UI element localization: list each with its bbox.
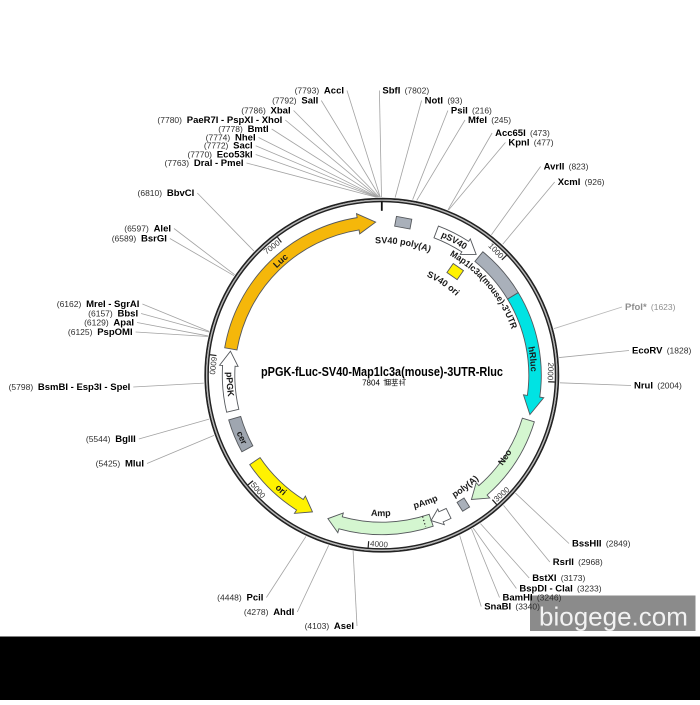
svg-text:7804: 7804 — [362, 379, 380, 388]
svg-text:EcoRV (1828): EcoRV (1828) — [632, 346, 691, 357]
svg-text:AvrII (823): AvrII (823) — [544, 162, 589, 173]
svg-text:(4448) PciI: (4448) PciI — [217, 593, 263, 604]
svg-text:SbfI (7802): SbfI (7802) — [382, 86, 429, 97]
svg-text:XcmI (926): XcmI (926) — [558, 177, 605, 188]
svg-text:(4278) AhdI: (4278) AhdI — [244, 607, 294, 618]
svg-text:(7763) DraI - PmeI: (7763) DraI - PmeI — [165, 158, 244, 169]
svg-text:BssHII (2849): BssHII (2849) — [572, 539, 631, 550]
svg-text:pPGK: pPGK — [224, 372, 235, 398]
svg-text:KpnI (477): KpnI (477) — [508, 138, 553, 149]
svg-text:2000: 2000 — [545, 362, 555, 382]
svg-text:(6125) PspOMI: (6125) PspOMI — [68, 327, 133, 338]
svg-text:(5798) BsmBI - Esp3I - SpeI: (5798) BsmBI - Esp3I - SpeI — [9, 382, 131, 393]
svg-text:NruI (2004): NruI (2004) — [634, 381, 682, 392]
svg-text:BstXI (3173): BstXI (3173) — [532, 573, 585, 584]
svg-text:(6589) BsrGI: (6589) BsrGI — [112, 234, 167, 245]
svg-text:SnaBI (3340): SnaBI (3340) — [484, 602, 540, 613]
svg-text:(6810) BbvCI: (6810) BbvCI — [138, 188, 195, 199]
svg-text:(5425) MluI: (5425) MluI — [96, 459, 144, 470]
svg-text:MfeI (245): MfeI (245) — [468, 115, 511, 126]
svg-text:biogege.com: biogege.com — [539, 602, 688, 632]
svg-text:PfoI* (1623): PfoI* (1623) — [625, 302, 676, 313]
svg-text:Amp: Amp — [371, 508, 392, 518]
svg-text:(5544) BglII: (5544) BglII — [86, 434, 136, 445]
svg-text:(4103) AseI: (4103) AseI — [305, 621, 354, 632]
svg-text:4000: 4000 — [368, 539, 389, 550]
svg-text:pPGK-fLuc-SV40-Map1lc3a(mouse): pPGK-fLuc-SV40-Map1lc3a(mouse)-3UTR-Rluc — [261, 364, 503, 379]
svg-text:RsrII (2968): RsrII (2968) — [553, 557, 603, 568]
